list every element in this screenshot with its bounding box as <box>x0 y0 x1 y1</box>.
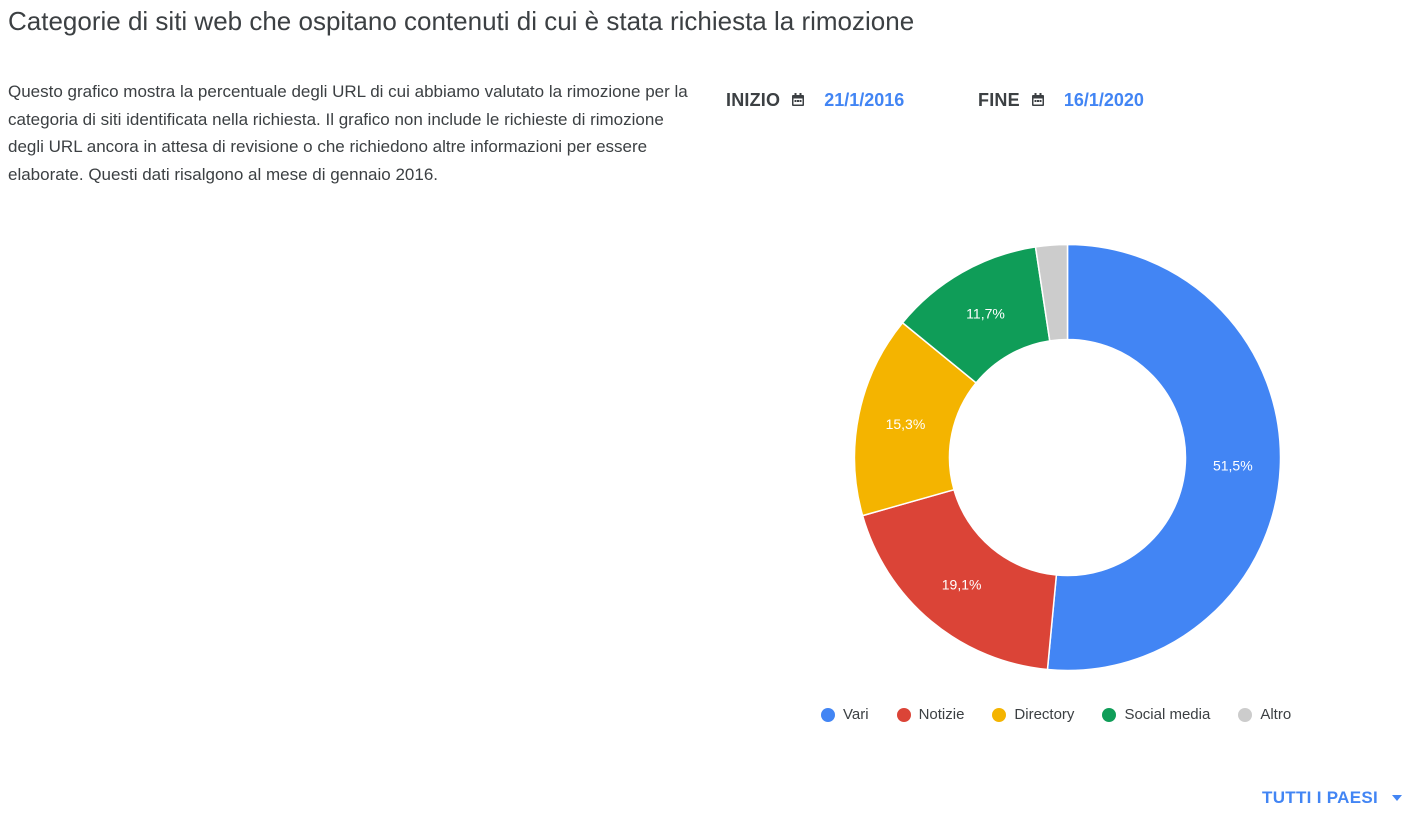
page-title: Categorie di siti web che ospitano conte… <box>8 6 915 36</box>
start-date-label: INIZIO <box>726 89 781 110</box>
start-date-value[interactable]: 21/1/2016 <box>824 89 905 110</box>
legend-swatch <box>821 707 835 722</box>
legend-item[interactable]: Altro <box>1238 706 1291 723</box>
legend-label: Altro <box>1260 706 1292 723</box>
legend-label: Notizie <box>918 706 965 723</box>
legend-label: Vari <box>843 706 869 723</box>
dropdown-arrow-icon <box>1392 795 1402 801</box>
calendar-icon <box>790 92 806 108</box>
legend-item[interactable]: Social media <box>1102 706 1210 723</box>
slice-notizie[interactable] <box>861 488 1058 671</box>
legend-label: Social media <box>1124 706 1211 723</box>
slice-altro[interactable] <box>1034 243 1069 342</box>
all-countries-dropdown[interactable]: TUTTI I PAESI <box>1262 788 1402 808</box>
legend-label: Directory <box>1014 706 1075 723</box>
end-date-picker[interactable]: FINE 16/1/2020 <box>978 86 1144 114</box>
legend-swatch <box>992 707 1007 722</box>
all-countries-label: TUTTI I PAESI <box>1262 788 1378 807</box>
slice-label: 19,1% <box>942 577 982 593</box>
end-date-value[interactable]: 16/1/2020 <box>1063 89 1144 110</box>
donut-chart: 51,5% 19,1% 15,3% 11,7% <box>853 243 1282 672</box>
slice-label: 51,5% <box>1213 457 1253 473</box>
chart-legend: Vari Notizie Directory Social media Altro <box>821 706 1291 723</box>
slice-label: 11,7% <box>966 306 1005 322</box>
legend-item[interactable]: Vari <box>821 706 869 723</box>
chart-description: Questo grafico mostra la percentuale deg… <box>8 82 688 184</box>
calendar-icon <box>1030 92 1046 108</box>
legend-item[interactable]: Directory <box>992 706 1074 723</box>
legend-swatch <box>1238 707 1253 722</box>
end-date-label: FINE <box>978 89 1020 110</box>
legend-swatch <box>896 707 911 722</box>
slice-vari[interactable] <box>1046 243 1282 672</box>
start-date-picker[interactable]: INIZIO 21/1/2016 <box>726 86 904 114</box>
legend-item[interactable]: Notizie <box>896 706 965 723</box>
legend-swatch <box>1102 707 1117 722</box>
slice-label: 15,3% <box>886 416 926 432</box>
